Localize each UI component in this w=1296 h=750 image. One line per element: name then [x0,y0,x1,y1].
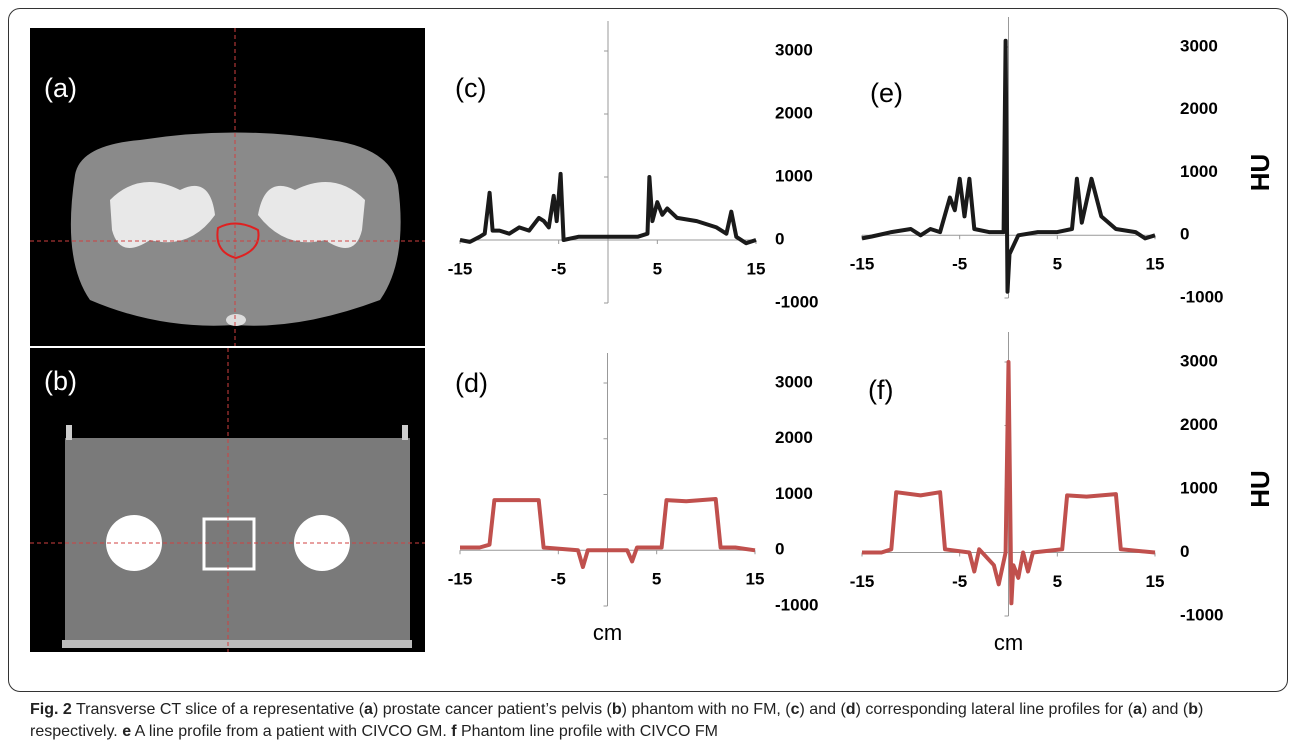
y-tick-label: 1000 [775,166,813,185]
y-tick-label: -1000 [775,292,818,311]
caption-bold: a [1133,701,1142,718]
x-tick-label: -5 [952,255,967,274]
y-tick-label: 2000 [1180,415,1218,434]
caption-bold: c [791,701,800,718]
y-tick-label: 0 [775,229,784,248]
caption-bold: a [364,701,373,718]
x-tick-label: 5 [1053,572,1062,591]
y-tick-label: -1000 [775,595,818,614]
panel-label: (f) [868,375,893,405]
y-tick-label: -1000 [1180,287,1223,306]
y-tick-label: 3000 [1180,36,1218,55]
y-tick-label: 3000 [775,40,813,59]
caption-text: ) corresponding lateral line profiles fo… [856,701,1133,718]
y-axis-label: HU [1245,470,1275,508]
panel-label: (e) [870,78,903,108]
caption-text: Phantom line profile with CIVCO FM [457,723,718,740]
x-tick-label: -5 [551,259,566,278]
y-tick-label: 0 [1180,542,1189,561]
y-tick-label: 3000 [775,372,813,391]
ct-image-b: (b) [30,348,425,652]
x-tick-label: -15 [850,255,875,274]
caption-text: ) and ( [1142,701,1188,718]
x-tick-label: -15 [448,570,473,589]
x-tick-label: 15 [1146,255,1165,274]
panel-label: (a) [44,73,77,103]
caption-text: ) and ( [800,701,846,718]
caption-text: ) phantom with no FM, ( [622,701,791,718]
x-tick-label: -15 [448,259,473,278]
x-tick-label: -15 [850,572,875,591]
caption-text: ) prostate cancer patient’s pelvis ( [373,701,612,718]
x-tick-label: 5 [652,570,661,589]
y-tick-label: 2000 [775,428,813,447]
panel-label: (d) [455,368,488,398]
x-tick-label: -5 [551,570,566,589]
y-tick-label: 2000 [1180,99,1218,118]
panel-label: (b) [44,366,77,396]
figure: (a) (b) -15 -5 5 15 -1000 0 1000 2000 3000 (c) -15… [0,0,1296,700]
caption-bold: Fig. 2 [30,701,72,718]
caption-bold: e [122,723,131,740]
y-tick-label: 3000 [1180,351,1218,370]
y-tick-label: 0 [1180,225,1189,244]
y-tick-label: 1000 [1180,478,1218,497]
x-axis-label: cm [994,630,1023,655]
y-tick-label: 2000 [775,103,813,122]
caption-bold: d [846,701,856,718]
x-tick-label: 15 [747,259,766,278]
y-tick-label: 1000 [1180,162,1218,181]
caption-bold: b [612,701,622,718]
y-tick-label: 0 [775,540,784,559]
ct-image-a: (a) [30,28,425,346]
caption: Fig. 2 Transverse CT slice of a represen… [30,699,1275,743]
page: {"images":[{"label":"(a)"},{"label":"(b)… [0,0,1296,750]
caption-text: A line profile from a patient with CIVCO… [131,723,451,740]
y-axis-label: HU [1245,154,1275,192]
x-tick-label: 15 [746,570,765,589]
x-tick-label: -5 [952,572,967,591]
caption-text: Transverse CT slice of a representative … [72,701,364,718]
y-tick-label: 1000 [775,484,813,503]
caption-bold: b [1188,701,1198,718]
y-tick-label: -1000 [1180,605,1223,624]
panel-label: (c) [455,73,486,103]
x-tick-label: 5 [1053,255,1062,274]
x-tick-label: 15 [1146,572,1165,591]
x-tick-label: 5 [653,259,662,278]
x-axis-label: cm [593,620,622,645]
